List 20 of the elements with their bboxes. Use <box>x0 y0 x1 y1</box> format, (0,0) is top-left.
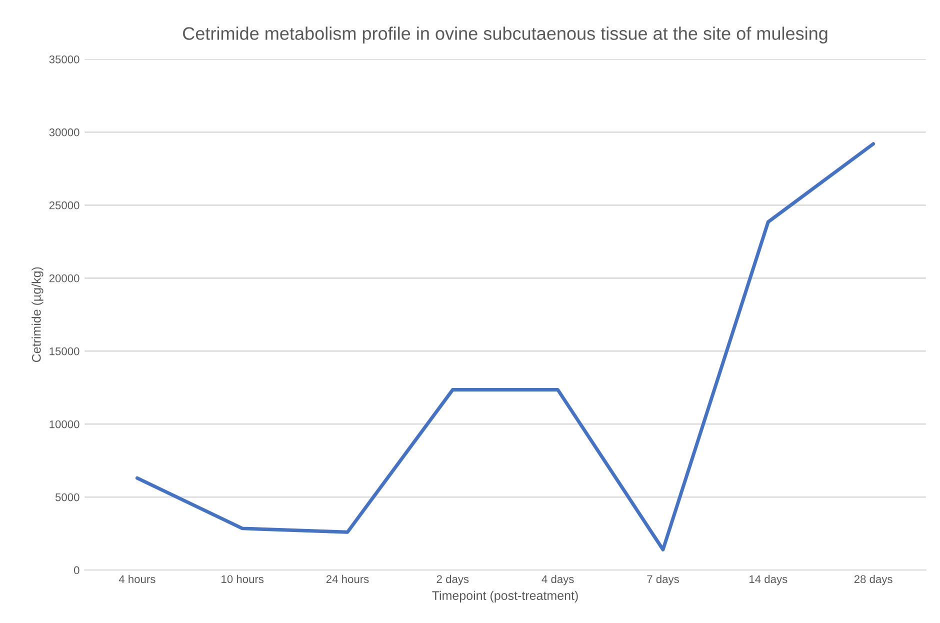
x-tick-label: 24 hours <box>326 574 369 584</box>
y-tick-label: 30000 <box>49 128 80 136</box>
x-tick-label: 14 days <box>750 574 788 586</box>
y-tick-label: 10000 <box>50 420 80 428</box>
x-tick-label: 28 days <box>854 574 892 586</box>
x-tick-label: 2 days <box>436 574 469 586</box>
x-axis-title: Timepoint (post-treatment) <box>432 590 578 602</box>
y-tick-label: 0 <box>74 566 80 574</box>
y-tick-label: 5000 <box>55 493 80 502</box>
y-axis-title: Cetrimide (µg/kg) <box>32 267 44 362</box>
chart-title: Cetrimide metabolism profile in ovine subcutaenous tissue at the site of mulesing <box>183 26 828 44</box>
x-tick-label: 4 days <box>542 574 574 586</box>
y-tick-label: 35000 <box>49 55 80 64</box>
x-tick-label: 7 days <box>647 574 679 586</box>
x-tick-label: 10 hours <box>222 574 264 584</box>
y-tick-label: 15000 <box>50 347 80 356</box>
x-tick-label: 4 hours <box>118 574 156 584</box>
y-tick-label: 20000 <box>49 274 80 282</box>
y-tick-label: 25000 <box>49 201 80 210</box>
line-series <box>135 142 876 552</box>
